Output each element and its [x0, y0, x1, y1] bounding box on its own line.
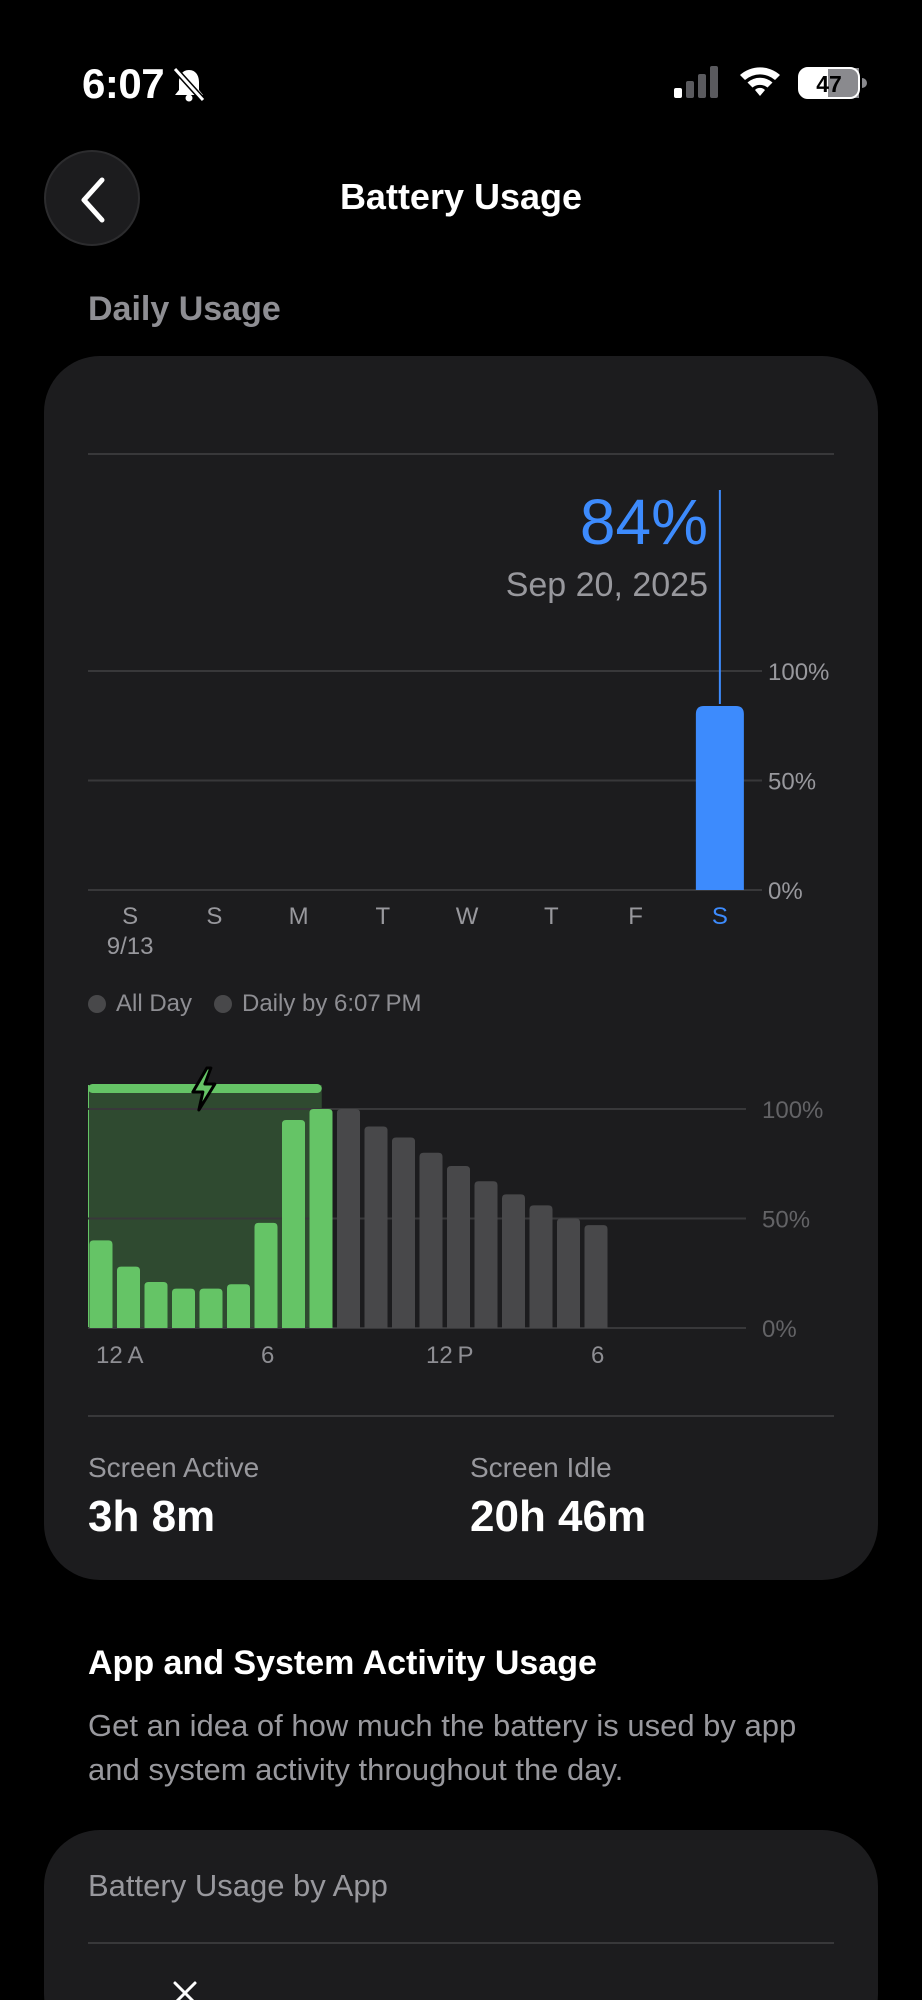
battery-level-text: 47 [816, 71, 842, 97]
x-tick-label: 6 [261, 1342, 274, 1369]
status-time: 6:07 [82, 60, 165, 107]
hourly-bar-charging [254, 1222, 278, 1328]
hourly-bar [502, 1194, 525, 1328]
x-tick-label: 12 A [96, 1342, 144, 1369]
hourly-bar-charging [172, 1288, 195, 1328]
x-tick-label: M [289, 903, 309, 930]
chevron-left-icon [81, 177, 105, 223]
tooltip-date: Sep 20, 2025 [506, 566, 708, 604]
tooltip-value: 84% [580, 486, 708, 558]
legend-all-day-label: All Day [116, 990, 193, 1017]
x-tick-label: 6 [591, 1342, 604, 1369]
x-tick-label: 12 P [426, 1342, 474, 1369]
app-card-divider [88, 1942, 834, 1944]
hourly-bar [557, 1218, 580, 1328]
y-tick-label: 100% [768, 659, 829, 686]
hourly-battery-chart[interactable]: 100% 50% 0% 12 A 6 12 P 6 [0, 1040, 922, 1380]
legend-all-day[interactable]: All Day [88, 990, 192, 1018]
y-tick-label: 100% [762, 1097, 823, 1124]
y-tick-label: 0% [762, 1316, 797, 1343]
hourly-bar-charging [309, 1109, 333, 1328]
bell-slash-icon [172, 66, 206, 102]
daily-usage-chart[interactable]: 100% 50% 0% 84% Sep 20, 2025 S 9/13 S M T W T F S [0, 0, 922, 980]
legend-daily-by[interactable]: Daily by 6:07 PM [214, 990, 422, 1018]
daily-usage-header: Daily Usage [88, 290, 281, 328]
hourly-bar-charging [227, 1284, 250, 1328]
hourly-bar-charging [89, 1240, 113, 1328]
battery-usage-by-app-title: Battery Usage by App [88, 1868, 388, 1903]
hourly-bar [337, 1109, 360, 1328]
card-divider [88, 1415, 834, 1417]
page-title: Battery Usage [339, 176, 583, 217]
y-tick-label: 50% [762, 1207, 810, 1234]
x-tick-label: S [206, 903, 222, 930]
x-tick-label: S [712, 903, 728, 930]
hourly-bar-charging [199, 1288, 223, 1328]
legend-daily-by-label: Daily by 6:07 PM [242, 990, 422, 1017]
battery-usage-by-app-card [44, 1830, 878, 2000]
activity-title: App and System Activity Usage [88, 1644, 597, 1682]
x-tick-label: T [376, 903, 391, 930]
battery-icon: 47 [798, 67, 867, 99]
hourly-bar [447, 1165, 470, 1328]
hourly-bar-charging [144, 1282, 168, 1328]
legend-dot [214, 995, 232, 1013]
day-bar [695, 706, 744, 890]
x-date-label: 9/13 [107, 933, 154, 960]
charging-bolt-icon [191, 1066, 217, 1112]
hourly-bar-charging [117, 1266, 140, 1328]
cellular-signal-icon [674, 66, 718, 98]
x-tick-label: F [628, 903, 643, 930]
x-tick-label: W [456, 903, 479, 930]
hourly-bar [474, 1181, 498, 1328]
wifi-icon [740, 67, 780, 96]
y-tick-label: 50% [768, 769, 816, 796]
hourly-bar [584, 1225, 608, 1328]
close-icon[interactable] [172, 1980, 198, 2000]
x-tick-label: T [544, 903, 559, 930]
screen-active-label: Screen Active [88, 1452, 260, 1483]
activity-description: Get an idea of how much the battery is u… [88, 1708, 797, 1787]
legend-dot [88, 995, 106, 1013]
hourly-bar-charging [282, 1119, 305, 1328]
x-tick-label: S [122, 903, 138, 930]
hourly-bar [392, 1137, 415, 1328]
screen-idle-value: 20h 46m [470, 1492, 647, 1541]
hourly-bar [529, 1205, 553, 1328]
screen-active-value: 3h 8m [88, 1492, 216, 1541]
hourly-bar [419, 1152, 443, 1328]
back-button[interactable] [44, 150, 140, 246]
y-tick-label: 0% [768, 878, 803, 905]
daily-usage-card [44, 356, 878, 1580]
screen-idle-label: Screen Idle [470, 1452, 612, 1483]
hourly-bar [364, 1126, 388, 1328]
